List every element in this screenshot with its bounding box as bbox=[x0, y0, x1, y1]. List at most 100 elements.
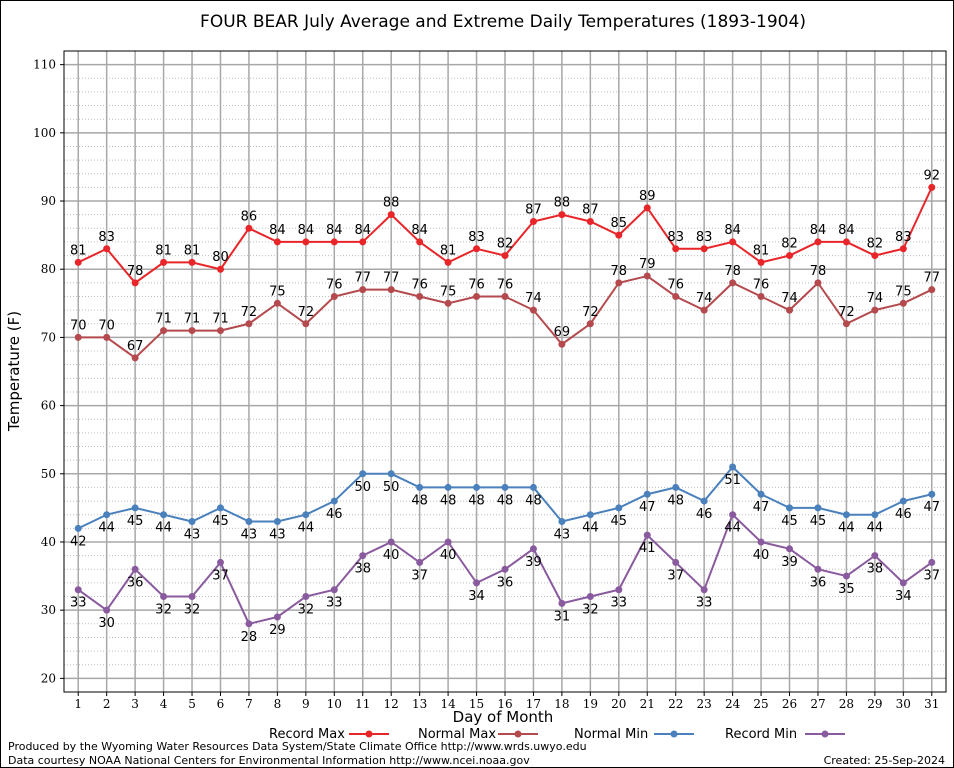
y-tick-label: 100 bbox=[33, 126, 56, 140]
x-tick-label: 24 bbox=[725, 697, 741, 711]
data-point bbox=[302, 593, 310, 601]
data-point bbox=[729, 511, 737, 519]
data-label: 45 bbox=[611, 514, 628, 529]
x-tick-label: 13 bbox=[412, 697, 427, 711]
data-label: 37 bbox=[212, 568, 229, 583]
data-label: 83 bbox=[696, 230, 713, 245]
data-label: 46 bbox=[696, 507, 713, 522]
data-label: 28 bbox=[241, 630, 258, 645]
data-label: 92 bbox=[924, 168, 941, 183]
data-point bbox=[814, 238, 822, 246]
series-normal-min: 42 44 45 44 43 45 43 43 44 46 50 50 48 48 48 48 48 43 44 45… bbox=[70, 463, 940, 549]
y-tick-label: 90 bbox=[41, 194, 56, 208]
data-point bbox=[786, 306, 794, 314]
data-point bbox=[216, 265, 224, 273]
data-label: 37 bbox=[411, 568, 428, 583]
data-label: 88 bbox=[554, 196, 571, 211]
data-label: 76 bbox=[326, 277, 343, 292]
data-point bbox=[273, 613, 281, 621]
data-point bbox=[928, 490, 936, 498]
data-point bbox=[302, 511, 310, 519]
series-group: 81 83 78 81 81 80 86 84 84 84 84 88 84 81 83 82 87 88 87 85… bbox=[70, 168, 940, 644]
data-point bbox=[643, 204, 651, 212]
footer-courtesy: Data courtesy NOAA National Centers for … bbox=[8, 754, 530, 767]
data-point bbox=[273, 238, 281, 246]
data-point bbox=[473, 483, 481, 491]
data-point bbox=[757, 490, 765, 498]
data-label: 46 bbox=[326, 507, 343, 522]
data-point bbox=[643, 490, 651, 498]
data-point bbox=[103, 606, 111, 614]
legend-label: Record Min bbox=[725, 727, 797, 742]
data-label: 71 bbox=[184, 312, 201, 327]
data-label: 33 bbox=[326, 596, 343, 611]
data-label: 74 bbox=[781, 291, 798, 306]
data-label: 71 bbox=[212, 312, 229, 327]
data-label: 84 bbox=[354, 223, 371, 238]
data-point bbox=[558, 211, 566, 219]
data-label: 75 bbox=[440, 284, 457, 299]
legend-marker bbox=[514, 730, 522, 738]
data-point bbox=[842, 238, 850, 246]
data-label: 48 bbox=[497, 493, 514, 508]
y-tick-label: 50 bbox=[41, 467, 56, 481]
x-tick-label: 27 bbox=[810, 697, 825, 711]
data-point bbox=[842, 572, 850, 580]
data-label: 87 bbox=[525, 202, 542, 217]
data-point bbox=[387, 286, 395, 294]
data-point bbox=[672, 558, 680, 566]
data-label: 77 bbox=[924, 271, 941, 286]
x-tick-label: 29 bbox=[867, 697, 882, 711]
data-point bbox=[786, 545, 794, 553]
data-point bbox=[444, 258, 452, 266]
x-tick-label: 9 bbox=[302, 697, 310, 711]
grid bbox=[64, 50, 946, 693]
y-tick-label: 30 bbox=[41, 603, 56, 617]
data-point bbox=[160, 593, 168, 601]
data-label: 76 bbox=[753, 277, 770, 292]
data-point bbox=[302, 320, 310, 328]
data-point bbox=[501, 483, 509, 491]
data-label: 69 bbox=[554, 325, 571, 340]
data-point bbox=[529, 217, 537, 225]
data-label: 83 bbox=[98, 230, 115, 245]
data-point bbox=[786, 504, 794, 512]
data-point bbox=[757, 258, 765, 266]
x-tick-label: 30 bbox=[896, 697, 911, 711]
data-point bbox=[586, 511, 594, 519]
data-label: 74 bbox=[696, 291, 713, 306]
data-label: 32 bbox=[582, 603, 599, 618]
data-point bbox=[245, 224, 253, 232]
data-label: 77 bbox=[354, 271, 371, 286]
data-point bbox=[216, 327, 224, 335]
data-label: 76 bbox=[411, 277, 428, 292]
data-label: 72 bbox=[582, 305, 599, 320]
data-label: 81 bbox=[753, 243, 770, 258]
data-point bbox=[74, 333, 82, 341]
data-point bbox=[160, 511, 168, 519]
data-label: 44 bbox=[867, 521, 884, 536]
data-label: 48 bbox=[440, 493, 457, 508]
data-label: 78 bbox=[127, 264, 144, 279]
data-point bbox=[643, 272, 651, 280]
data-label: 84 bbox=[298, 223, 315, 238]
data-point bbox=[928, 183, 936, 191]
x-tick-label: 14 bbox=[440, 697, 456, 711]
x-tick-label: 20 bbox=[611, 697, 626, 711]
x-tick-label: 8 bbox=[274, 697, 282, 711]
x-tick-label: 6 bbox=[217, 697, 225, 711]
data-label: 47 bbox=[924, 500, 941, 515]
data-label: 48 bbox=[525, 493, 542, 508]
data-label: 42 bbox=[70, 534, 87, 549]
data-point bbox=[558, 599, 566, 607]
data-label: 84 bbox=[326, 223, 343, 238]
data-label: 44 bbox=[98, 521, 115, 536]
data-point bbox=[757, 538, 765, 546]
legend-marker bbox=[365, 730, 373, 738]
data-point bbox=[387, 470, 395, 478]
y-tick-label: 60 bbox=[41, 399, 56, 413]
data-label: 88 bbox=[383, 196, 400, 211]
x-tick-label: 2 bbox=[103, 697, 111, 711]
data-label: 81 bbox=[155, 243, 172, 258]
